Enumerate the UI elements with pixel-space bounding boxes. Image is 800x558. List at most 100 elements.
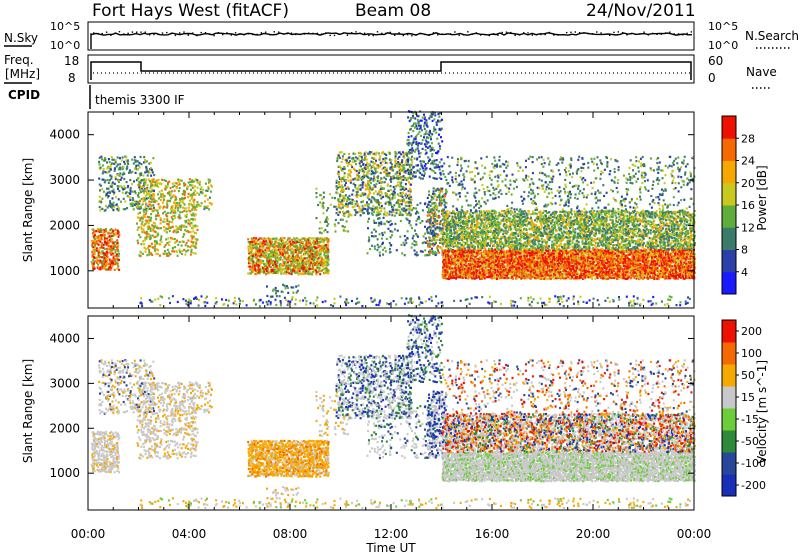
- echo-cell: [415, 223, 417, 225]
- echo-cell: [103, 168, 105, 170]
- echo-cell: [154, 225, 156, 227]
- echo-cell: [418, 150, 420, 152]
- noise-search-point: [454, 31, 455, 32]
- echo-cell: [420, 250, 422, 252]
- echo-cell: [112, 197, 114, 199]
- echo-cell: [339, 157, 341, 159]
- echo-cell: [330, 204, 332, 206]
- echo-cell: [313, 237, 315, 239]
- noise-search-point: [575, 31, 576, 32]
- echo-cell: [492, 252, 494, 254]
- echo-cell: [136, 201, 138, 203]
- echo-cell: [368, 203, 370, 205]
- echo-cell: [336, 160, 338, 162]
- echo-cell: [387, 195, 389, 197]
- echo-cell: [401, 252, 403, 254]
- echo-cell: [166, 218, 168, 220]
- echo-cell: [383, 217, 385, 219]
- noise-search-point: [678, 33, 679, 34]
- echo-cell: [528, 273, 530, 275]
- echo-cell: [310, 245, 312, 247]
- echo-cell: [427, 126, 429, 128]
- noise-search-point: [403, 35, 404, 36]
- echo-cell: [260, 244, 262, 246]
- echo-cell: [372, 205, 374, 207]
- echo-cell: [118, 209, 120, 211]
- noise-search-point: [269, 34, 270, 35]
- echo-cell: [129, 169, 131, 171]
- echo-cell: [331, 197, 333, 199]
- echo-cell: [338, 204, 340, 206]
- echo-cell: [143, 243, 145, 245]
- echo-cell: [99, 206, 101, 208]
- echo-cell: [169, 230, 171, 232]
- echo-cell: [427, 137, 429, 139]
- echo-cell: [339, 194, 341, 196]
- echo-cell: [321, 227, 323, 229]
- echo-cell: [406, 153, 408, 155]
- echo-cell: [354, 169, 356, 171]
- echo-cell: [107, 256, 109, 258]
- echo-cell: [368, 212, 370, 214]
- echo-cell: [172, 183, 174, 185]
- echo-cell: [373, 220, 375, 222]
- echo-cell: [536, 261, 538, 263]
- echo-cell: [321, 198, 323, 200]
- echo-cell: [368, 218, 370, 220]
- echo-cell: [180, 227, 182, 229]
- echo-cell: [391, 214, 393, 216]
- noise-search-point: [691, 31, 692, 32]
- echo-cell: [161, 190, 163, 192]
- noise-search-point: [188, 35, 189, 36]
- echo-cell: [172, 218, 174, 220]
- echo-cell: [399, 173, 401, 175]
- echo-cell: [350, 175, 352, 177]
- echo-cell: [329, 193, 331, 195]
- echo-cell: [359, 162, 361, 164]
- echo-cell: [106, 244, 108, 246]
- echo-cell: [375, 160, 377, 162]
- echo-cell: [146, 254, 148, 256]
- echo-cell: [118, 207, 120, 209]
- echo-cell: [150, 191, 152, 193]
- echo-cell: [381, 205, 383, 207]
- echo-cell: [494, 248, 496, 250]
- echo-cell: [266, 285, 268, 287]
- echo-cell: [211, 203, 213, 205]
- echo-cell: [307, 252, 309, 254]
- echo-cell: [490, 267, 492, 269]
- echo-cell: [276, 295, 278, 297]
- echo-cell: [109, 191, 111, 193]
- echo-cell: [280, 256, 282, 258]
- echo-cell: [98, 249, 100, 251]
- echo-cell: [154, 248, 156, 250]
- echo-cell: [354, 205, 356, 207]
- echo-cell: [167, 242, 169, 244]
- noise-search-point: [665, 32, 666, 33]
- echo-cell: [354, 214, 356, 216]
- echo-cell: [362, 184, 364, 186]
- echo-cell: [396, 209, 398, 211]
- echo-cell: [431, 248, 433, 250]
- echo-cell: [346, 210, 348, 212]
- echo-cell: [101, 208, 103, 210]
- echo-cell: [435, 242, 437, 244]
- echo-cell: [146, 222, 148, 224]
- echo-cell: [118, 259, 120, 261]
- echo-cell: [171, 221, 173, 223]
- echo-cell: [372, 187, 374, 189]
- echo-cell: [337, 192, 339, 194]
- echo-cell: [176, 240, 178, 242]
- echo-cell: [521, 265, 523, 267]
- echo-cell: [439, 168, 441, 170]
- echo-cell: [270, 266, 272, 268]
- echo-cell: [431, 133, 433, 135]
- echo-cell: [275, 292, 277, 294]
- echo-cell: [447, 252, 449, 254]
- echo-cell: [173, 230, 175, 232]
- echo-cell: [144, 199, 146, 201]
- noise-search-point: [145, 32, 146, 33]
- echo-cell: [356, 200, 358, 202]
- noise-search-point: [592, 33, 593, 34]
- echo-cell: [138, 234, 140, 236]
